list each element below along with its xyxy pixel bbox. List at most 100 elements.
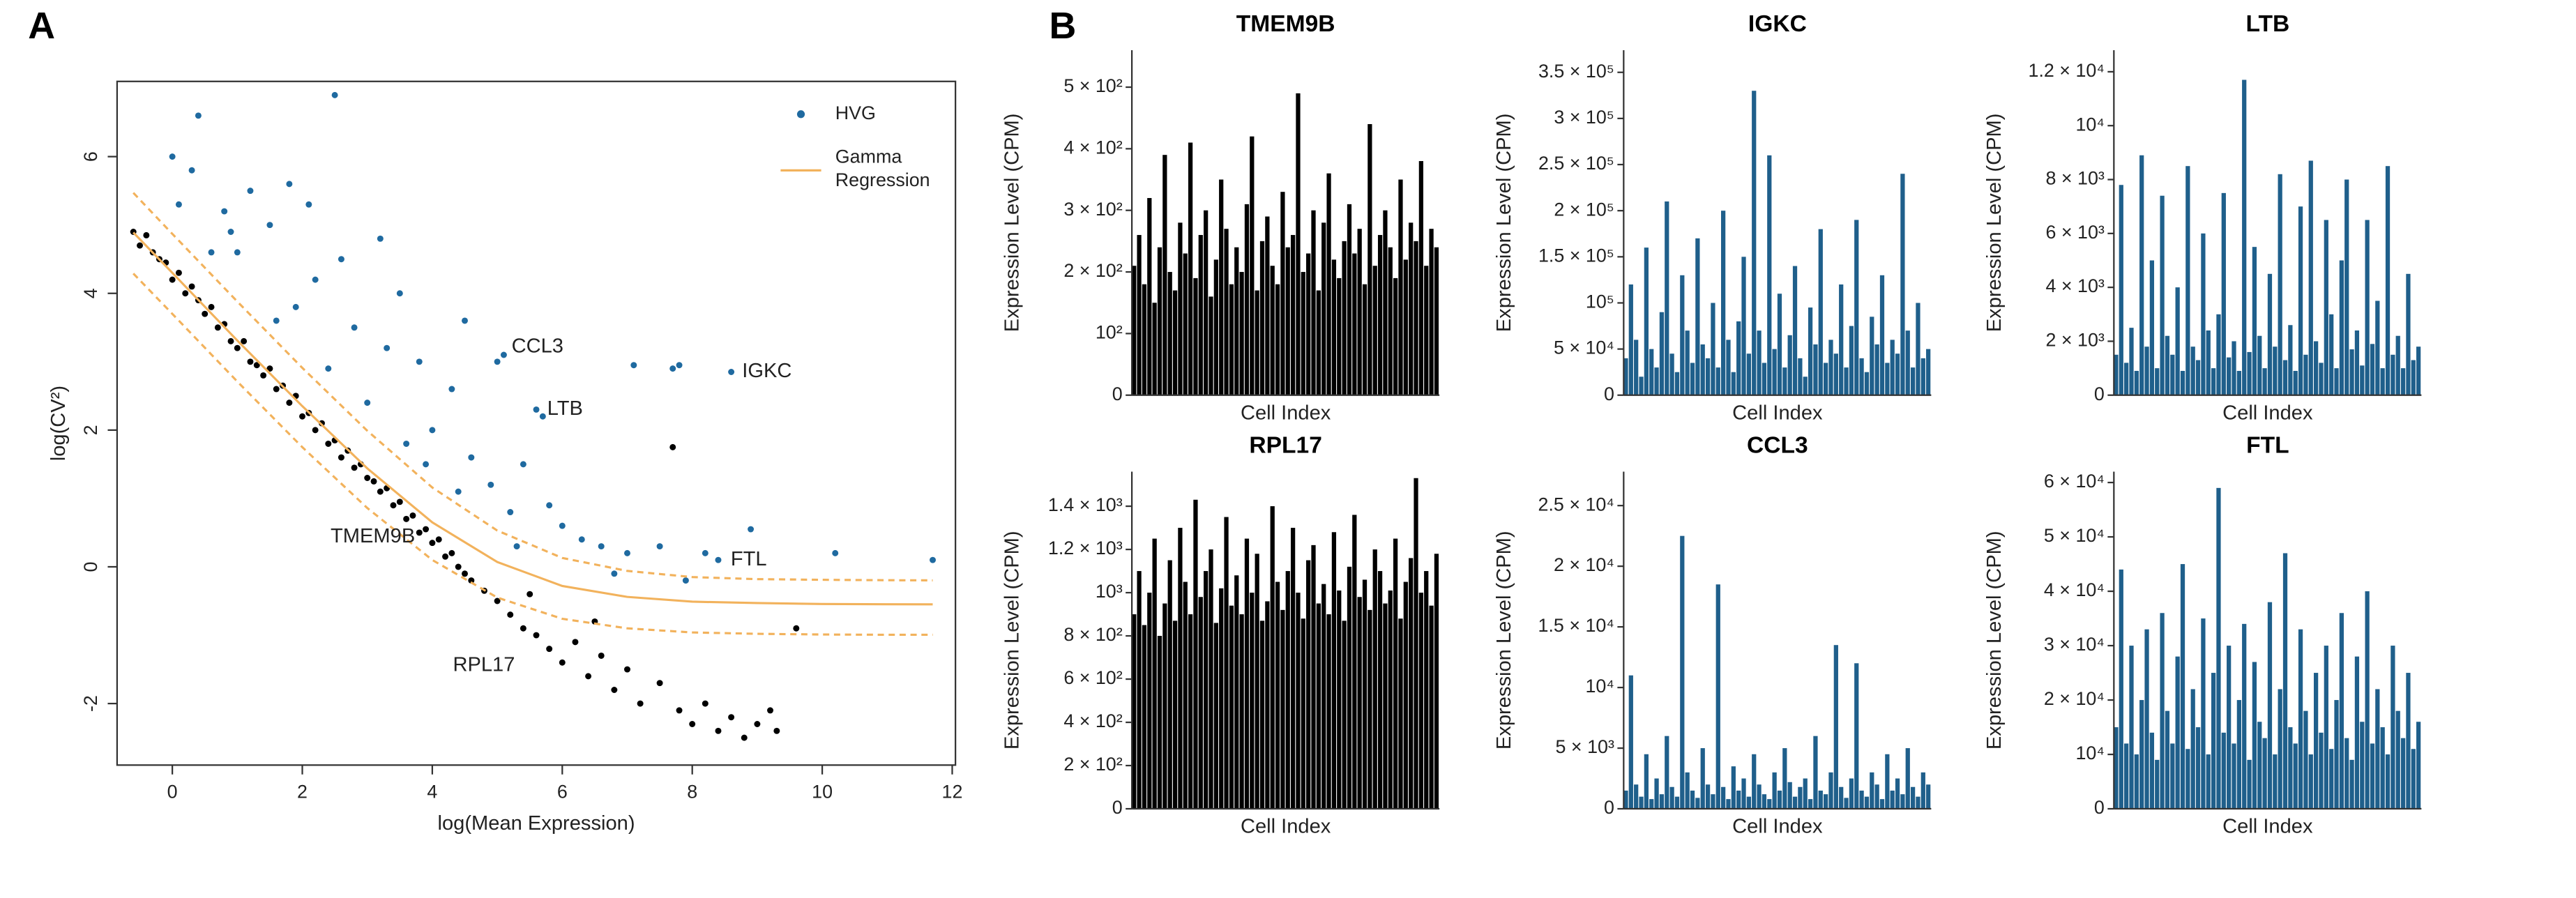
bar [1818,229,1823,395]
bar [2319,363,2324,395]
bar [1301,618,1305,809]
bar [1741,778,1746,809]
point [656,680,663,687]
point [624,549,630,556]
bar [1879,275,1885,395]
point [175,269,182,276]
bar [1879,799,1885,809]
y-tick-label: 2 × 10⁴ [1554,554,1614,575]
point [462,317,468,324]
y-tick-label: 1.2 × 10³ [1048,538,1123,558]
y-axis-label: Expression Level (CPM) [1493,531,1515,749]
bar [2293,743,2298,809]
bar [1916,303,1920,395]
bar [1316,290,1321,395]
bar [1669,353,1674,395]
bar [1409,222,1414,395]
point [351,464,358,471]
point [598,652,605,659]
bar [2257,722,2262,809]
point [526,591,533,598]
bar [2278,689,2282,809]
bar [1193,277,1198,395]
bar [1331,259,1337,395]
bar [1772,349,1777,395]
bar [1649,349,1654,395]
bar [1833,645,1838,809]
bar [2324,646,2328,809]
point [416,529,423,536]
bar [1669,786,1674,809]
bar [1705,784,1711,809]
y-tick-label: 0 [2094,797,2105,818]
point [559,659,566,666]
bar [2221,732,2226,809]
bar [1429,229,1434,395]
bar [1680,275,1685,395]
bar [1849,778,1854,809]
bar [1311,210,1316,395]
bar [1275,284,1280,395]
bar [1137,235,1142,395]
bar [2298,629,2303,809]
y-axis-label: Expression Level (CPM) [1983,531,2006,749]
point [533,406,540,413]
bar [1337,590,1342,809]
bar [1316,603,1321,809]
bar [1285,247,1290,395]
bar [2227,357,2232,395]
x-tick-label: 0 [167,782,178,802]
point [227,229,234,235]
y-tick-label: 0 [1604,797,1614,818]
legend-label: HVG [835,102,876,123]
bar [2242,623,2247,809]
bar [1259,241,1265,395]
bar [2349,759,2354,809]
bar [1352,515,1357,809]
bar [1828,340,1833,395]
point [377,488,384,495]
bar [1244,538,1250,809]
bar [1757,330,1761,395]
y-tick-label: 10² [1096,322,1123,343]
y-tick-label: 5 × 10³ [1556,736,1614,757]
bar [2319,732,2324,809]
bar [1752,754,1757,809]
bar [2391,646,2395,809]
x-axis-label: Cell Index [1732,402,1823,424]
bar [1388,590,1393,809]
point [429,427,436,434]
bar [2170,354,2175,395]
point [702,549,709,556]
point [533,632,540,639]
bar [2273,754,2278,809]
point [611,570,618,577]
point [728,369,735,375]
bar [1162,603,1167,809]
bar [2303,354,2308,395]
bar [1362,579,1367,809]
bar [1219,179,1224,395]
y-axis-label: log(CV²) [47,386,70,461]
bar [2216,314,2221,395]
bar [2180,564,2185,809]
bar [2365,591,2370,809]
bar [1147,593,1152,809]
bar [1357,597,1362,809]
point [338,256,344,263]
point [234,249,241,256]
bar [1782,367,1787,395]
bar [1818,790,1823,809]
point [325,441,332,447]
bar [1234,575,1239,809]
point [767,707,774,714]
bar [2195,360,2201,395]
bar [1920,772,1925,809]
bar [2149,732,2155,809]
bar [2349,349,2354,395]
bar [1152,303,1157,395]
bar [1352,253,1357,395]
bar [1137,571,1142,809]
point [455,488,462,495]
